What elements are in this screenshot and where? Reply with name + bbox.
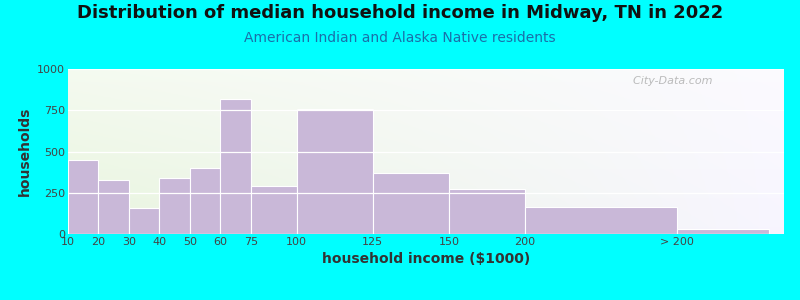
Text: City-Data.com: City-Data.com xyxy=(626,76,713,85)
X-axis label: household income ($1000): household income ($1000) xyxy=(322,252,530,266)
Bar xyxy=(373,173,449,234)
Bar xyxy=(159,178,190,234)
Text: Distribution of median household income in Midway, TN in 2022: Distribution of median household income … xyxy=(77,4,723,22)
Bar xyxy=(251,186,297,234)
Bar xyxy=(129,208,159,234)
Bar xyxy=(98,179,129,234)
Bar xyxy=(297,109,373,234)
Bar xyxy=(190,168,220,234)
Bar xyxy=(449,190,525,234)
Bar xyxy=(220,99,251,234)
Text: American Indian and Alaska Native residents: American Indian and Alaska Native reside… xyxy=(244,32,556,46)
Bar xyxy=(68,160,98,234)
Bar xyxy=(678,229,769,234)
Y-axis label: households: households xyxy=(18,107,32,196)
Bar xyxy=(525,207,678,234)
